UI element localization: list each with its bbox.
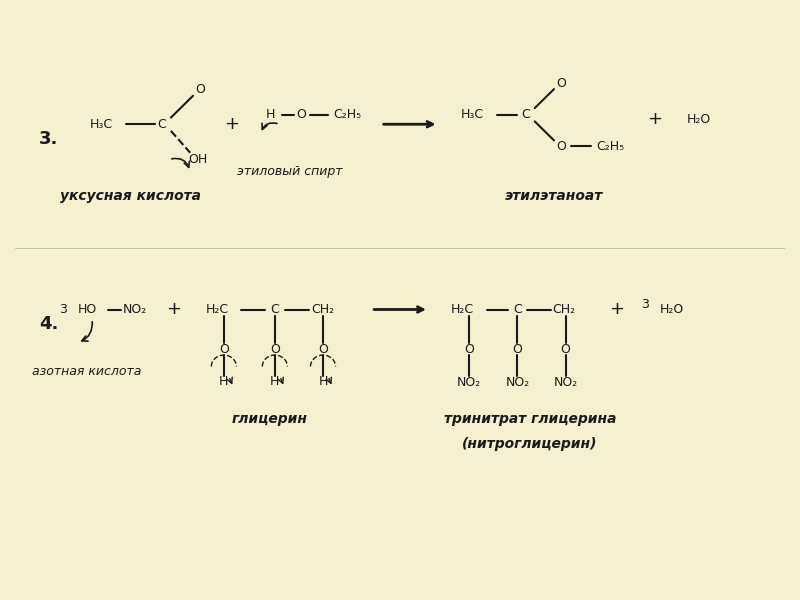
Text: C: C	[513, 303, 522, 316]
Text: тринитрат глицерина: тринитрат глицерина	[444, 412, 616, 426]
Text: OH: OH	[188, 153, 207, 166]
Text: O: O	[318, 343, 328, 356]
Text: +: +	[224, 115, 239, 133]
Text: азотная кислота: азотная кислота	[33, 365, 142, 378]
Text: H₂O: H₂O	[659, 303, 683, 316]
Text: этилэтаноат: этилэтаноат	[505, 188, 603, 203]
Text: O: O	[296, 108, 306, 121]
Text: H: H	[318, 375, 328, 388]
Text: H: H	[270, 375, 279, 388]
Text: O: O	[513, 343, 522, 356]
Text: H₂O: H₂O	[686, 113, 710, 126]
Text: H₂C: H₂C	[206, 303, 229, 316]
Text: 3: 3	[642, 298, 650, 311]
Text: CH₂: CH₂	[552, 303, 575, 316]
Text: 4.: 4.	[39, 315, 58, 333]
Text: C: C	[270, 303, 279, 316]
Text: +: +	[166, 301, 182, 319]
Text: NO₂: NO₂	[123, 303, 147, 316]
Text: уксусная кислота: уксусная кислота	[60, 188, 201, 203]
Text: O: O	[219, 343, 229, 356]
Text: этиловый спирт: этиловый спирт	[237, 165, 342, 178]
Text: 3: 3	[59, 303, 67, 316]
Text: C₂H₅: C₂H₅	[333, 108, 361, 121]
Text: C: C	[157, 118, 166, 131]
Text: HO: HO	[78, 303, 97, 316]
Text: (нитроглицерин): (нитроглицерин)	[462, 437, 598, 451]
Text: H₂C: H₂C	[451, 303, 474, 316]
Text: H: H	[219, 375, 229, 388]
Text: NO₂: NO₂	[457, 376, 482, 389]
Text: O: O	[270, 343, 280, 356]
Text: O: O	[556, 140, 566, 152]
Text: +: +	[647, 110, 662, 128]
Text: H₃C: H₃C	[90, 118, 113, 131]
Text: O: O	[464, 343, 474, 356]
Text: H: H	[266, 108, 274, 121]
Text: глицерин: глицерин	[232, 412, 308, 426]
Text: NO₂: NO₂	[506, 376, 530, 389]
Text: +: +	[609, 301, 624, 319]
Text: O: O	[195, 83, 205, 95]
Text: C₂H₅: C₂H₅	[596, 140, 624, 152]
Text: CH₂: CH₂	[311, 303, 334, 316]
Text: O: O	[556, 77, 566, 90]
Text: O: O	[561, 343, 570, 356]
Text: NO₂: NO₂	[554, 376, 578, 389]
Text: 3.: 3.	[39, 130, 58, 148]
Text: C: C	[521, 108, 530, 121]
Text: H₃C: H₃C	[461, 108, 484, 121]
